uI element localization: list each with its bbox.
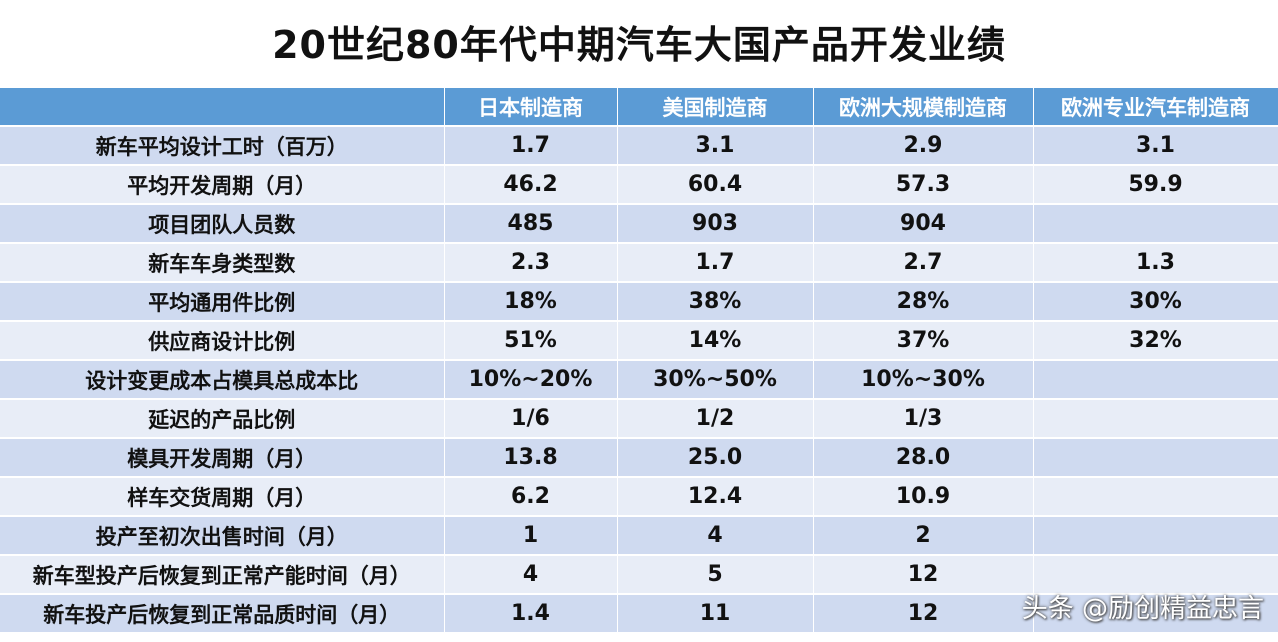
table-cell: 2 bbox=[813, 516, 1034, 556]
table-row: 投产至初次出售时间（月） 1 4 2 bbox=[0, 516, 1278, 556]
table-cell: 904 bbox=[813, 204, 1034, 244]
table-row: 新车投产后恢复到正常品质时间（月） 1.4 11 12 bbox=[0, 594, 1278, 634]
table-cell: 2.3 bbox=[444, 243, 618, 283]
table-cell bbox=[1033, 360, 1278, 400]
table-row: 样车交货周期（月） 6.2 12.4 10.9 bbox=[0, 477, 1278, 517]
table-row: 新车车身类型数 2.3 1.7 2.7 1.3 bbox=[0, 243, 1278, 283]
table-cell: 1/3 bbox=[813, 399, 1034, 439]
header-cell-japan: 日本制造商 bbox=[444, 88, 618, 127]
table-cell: 46.2 bbox=[444, 165, 618, 205]
table-cell: 1.7 bbox=[444, 126, 618, 166]
table-body: 新车平均设计工时（百万） 1.7 3.1 2.9 3.1 平均开发周期（月） 46.2 60.… bbox=[0, 126, 1278, 634]
table-cell bbox=[1033, 594, 1278, 634]
table-cell: 1/2 bbox=[617, 399, 814, 439]
table-cell: 11 bbox=[617, 594, 814, 634]
table-row: 设计变更成本占模具总成本比 10%~20% 30%~50% 10%~30% bbox=[0, 360, 1278, 400]
table-cell: 13.8 bbox=[444, 438, 618, 478]
table-cell: 903 bbox=[617, 204, 814, 244]
table-row: 平均通用件比例 18% 38% 28% 30% bbox=[0, 282, 1278, 322]
table-cell bbox=[1033, 555, 1278, 595]
row-label: 模具开发周期（月） bbox=[0, 438, 445, 478]
header-row: 日本制造商 美国制造商 欧洲大规模制造商 欧洲专业汽车制造商 bbox=[0, 88, 1278, 127]
table-cell: 30% bbox=[1033, 282, 1278, 322]
table-row: 供应商设计比例 51% 14% 37% 32% bbox=[0, 321, 1278, 361]
header-cell-europe-specialist: 欧洲专业汽车制造商 bbox=[1033, 88, 1278, 127]
row-label: 项目团队人员数 bbox=[0, 204, 445, 244]
table-cell: 10%~30% bbox=[813, 360, 1034, 400]
table-cell: 1 bbox=[444, 516, 618, 556]
table-cell: 2.7 bbox=[813, 243, 1034, 283]
table-cell: 14% bbox=[617, 321, 814, 361]
table-cell: 57.3 bbox=[813, 165, 1034, 205]
table-cell: 485 bbox=[444, 204, 618, 244]
watermark: 头条 @励创精益忠言 bbox=[1021, 594, 1264, 624]
table-cell: 18% bbox=[444, 282, 618, 322]
table-title: 20世纪80年代中期汽车大国产品开发业绩 bbox=[272, 23, 1006, 67]
table-cell: 25.0 bbox=[617, 438, 814, 478]
table-row: 延迟的产品比例 1/6 1/2 1/3 bbox=[0, 399, 1278, 439]
table-cell: 10%~20% bbox=[444, 360, 618, 400]
table-cell: 60.4 bbox=[617, 165, 814, 205]
row-label: 供应商设计比例 bbox=[0, 321, 445, 361]
table-cell: 28% bbox=[813, 282, 1034, 322]
table-row: 项目团队人员数 485 903 904 bbox=[0, 204, 1278, 244]
table-cell: 1.4 bbox=[444, 594, 618, 634]
table-cell: 12 bbox=[813, 555, 1034, 595]
table-cell: 1.7 bbox=[617, 243, 814, 283]
table-cell: 10.9 bbox=[813, 477, 1034, 517]
table-cell: 3.1 bbox=[1033, 126, 1278, 166]
table-cell: 1/6 bbox=[444, 399, 618, 439]
row-label: 投产至初次出售时间（月） bbox=[0, 516, 445, 556]
header-cell-usa: 美国制造商 bbox=[617, 88, 814, 127]
row-label: 样车交货周期（月） bbox=[0, 477, 445, 517]
table-cell: 51% bbox=[444, 321, 618, 361]
row-label: 平均通用件比例 bbox=[0, 282, 445, 322]
table-cell bbox=[1033, 477, 1278, 517]
table-cell bbox=[1033, 438, 1278, 478]
table-cell: 28.0 bbox=[813, 438, 1034, 478]
table-cell: 4 bbox=[617, 516, 814, 556]
row-label: 新车车身类型数 bbox=[0, 243, 445, 283]
row-label: 设计变更成本占模具总成本比 bbox=[0, 360, 445, 400]
table-cell: 12.4 bbox=[617, 477, 814, 517]
table-cell bbox=[1033, 516, 1278, 556]
row-label: 平均开发周期（月） bbox=[0, 165, 445, 205]
table-cell: 5 bbox=[617, 555, 814, 595]
table-cell: 3.1 bbox=[617, 126, 814, 166]
header-cell-metric bbox=[0, 88, 445, 127]
row-label: 新车投产后恢复到正常品质时间（月） bbox=[0, 594, 445, 634]
table-cell: 6.2 bbox=[444, 477, 618, 517]
row-label: 延迟的产品比例 bbox=[0, 399, 445, 439]
table-cell: 4 bbox=[444, 555, 618, 595]
table-cell: 30%~50% bbox=[617, 360, 814, 400]
row-label: 新车平均设计工时（百万） bbox=[0, 126, 445, 166]
table-cell: 59.9 bbox=[1033, 165, 1278, 205]
header-cell-europe-volume: 欧洲大规模制造商 bbox=[813, 88, 1034, 127]
table-cell: 1.3 bbox=[1033, 243, 1278, 283]
table-cell: 2.9 bbox=[813, 126, 1034, 166]
table-row: 新车平均设计工时（百万） 1.7 3.1 2.9 3.1 bbox=[0, 126, 1278, 166]
table-cell: 37% bbox=[813, 321, 1034, 361]
table-cell: 12 bbox=[813, 594, 1034, 634]
table-cell bbox=[1033, 399, 1278, 439]
row-label: 新车型投产后恢复到正常产能时间（月） bbox=[0, 555, 445, 595]
table-row: 新车型投产后恢复到正常产能时间（月） 4 5 12 bbox=[0, 555, 1278, 595]
table-cell bbox=[1033, 204, 1278, 244]
table-cell: 38% bbox=[617, 282, 814, 322]
table-row: 模具开发周期（月） 13.8 25.0 28.0 bbox=[0, 438, 1278, 478]
table-cell: 32% bbox=[1033, 321, 1278, 361]
table-row: 平均开发周期（月） 46.2 60.4 57.3 59.9 bbox=[0, 165, 1278, 205]
performance-table: 日本制造商 美国制造商 欧洲大规模制造商 欧洲专业汽车制造商 新车平均设计工时（… bbox=[0, 88, 1278, 634]
